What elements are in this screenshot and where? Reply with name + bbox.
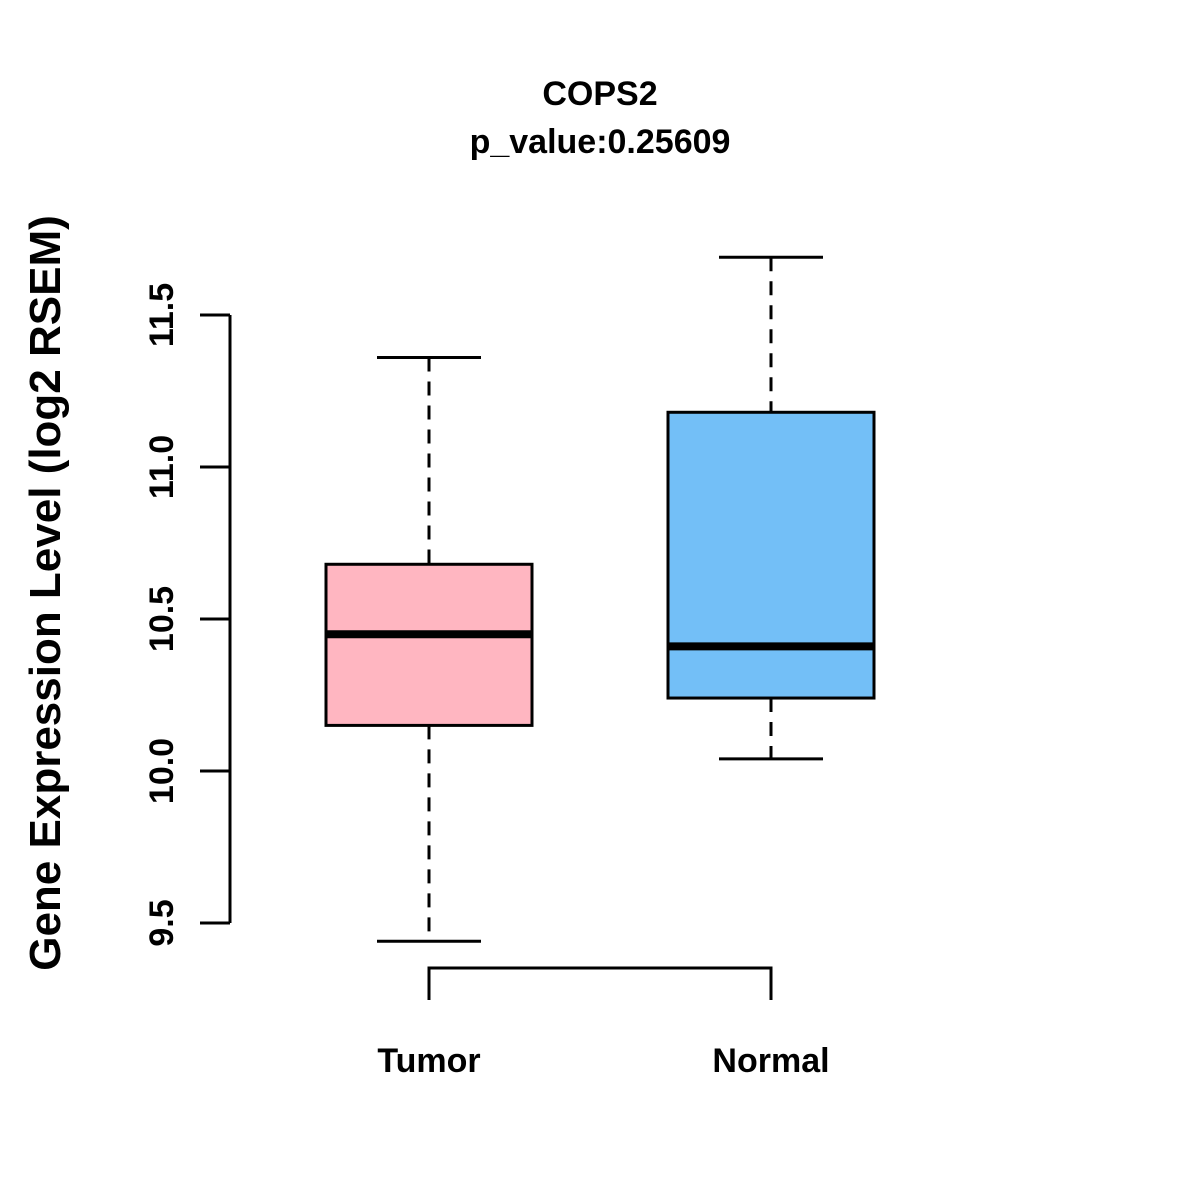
y-tick-label-11.5: 11.5 — [143, 283, 181, 347]
boxplot-tumor — [324, 356, 534, 943]
boxplot-normal — [666, 255, 876, 761]
iqr-box — [324, 562, 534, 727]
category-label-tumor: Tumor — [377, 1042, 480, 1080]
y-tick-label-10.0: 10.0 — [143, 738, 181, 804]
comparison-bracket — [427, 966, 773, 1000]
y-tick-label-10.5: 10.5 — [143, 586, 181, 652]
y-tick-labels: 9.5 10.0 10.5 11.0 11.5 — [143, 283, 181, 947]
comparison-bracket-line — [427, 966, 773, 1000]
chart-title: COPS2 — [542, 75, 657, 113]
chart-subtitle-pvalue: p_value:0.25609 — [470, 123, 731, 161]
y-tick-label-9.5: 9.5 — [143, 899, 181, 946]
iqr-box — [666, 410, 876, 700]
y-axis — [200, 313, 232, 925]
category-label-normal: Normal — [712, 1042, 829, 1080]
x-category-labels: Tumor Normal — [377, 1042, 829, 1080]
y-axis-label: Gene Expression Level (log2 RSEM) — [21, 215, 70, 971]
y-tick-label-11.0: 11.0 — [143, 435, 181, 499]
